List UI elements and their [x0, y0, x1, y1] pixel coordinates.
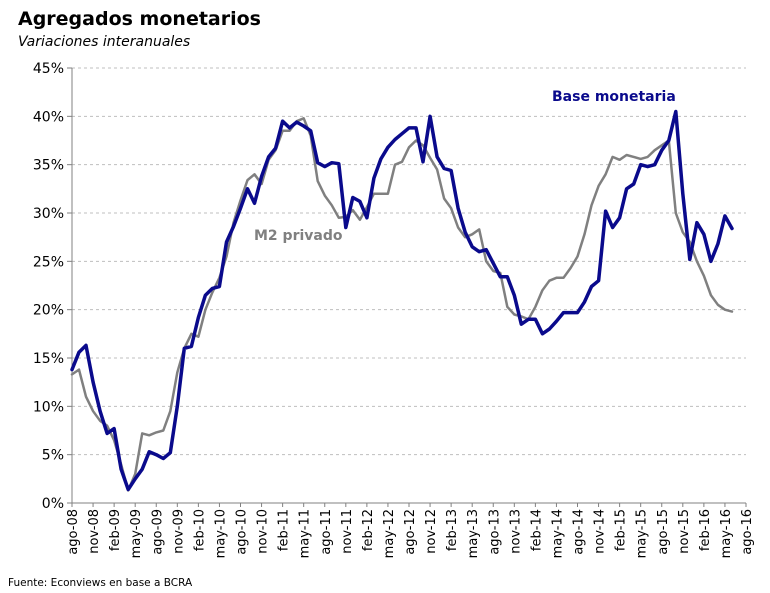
x-tick-label: nov-10 [256, 509, 271, 554]
x-tick-label: ago-14 [572, 509, 587, 555]
x-tick-label: may-11 [298, 509, 313, 558]
x-tick-label: may-12 [382, 509, 397, 558]
x-axis-ticks: ago-08 nov-08 feb-09 may-09 ago-09 nov-09 feb-… [66, 503, 755, 558]
x-tick-label: ago-08 [66, 509, 81, 555]
y-tick-label: 30% [33, 206, 64, 222]
source-note: Fuente: Econviews en base a BCRA [8, 577, 193, 589]
x-tick-label: nov-12 [424, 509, 439, 554]
x-tick-label: may-10 [213, 509, 228, 558]
x-tick-label: feb-14 [529, 509, 544, 551]
x-tick-label: nov-13 [508, 509, 523, 554]
label-base-monetaria: Base monetaria [552, 89, 676, 105]
x-tick-label: feb-12 [361, 509, 376, 551]
x-tick-label: nov-14 [593, 509, 608, 554]
x-tick-label: nov-11 [340, 509, 355, 554]
y-tick-label: 45% [33, 61, 64, 77]
label-m2-privado: M2 privado [254, 228, 343, 244]
y-tick-label: 15% [33, 351, 64, 367]
chart-subtitle: Variaciones interanuales [18, 34, 191, 50]
y-tick-label: 10% [33, 399, 64, 415]
x-tick-label: ago-12 [403, 509, 418, 555]
x-tick-label: ago-15 [656, 509, 671, 555]
x-tick-label: may-14 [550, 509, 565, 558]
x-tick-label: nov-08 [87, 509, 102, 554]
y-tick-label: 0% [42, 496, 64, 512]
y-tick-label: 5% [42, 448, 64, 464]
x-tick-label: ago-09 [150, 509, 165, 555]
y-tick-label: 35% [33, 158, 64, 174]
x-tick-label: may-16 [719, 509, 734, 558]
series-lines [70, 109, 734, 492]
x-tick-label: ago-11 [319, 509, 334, 555]
x-tick-label: feb-15 [614, 509, 629, 551]
series-labels: Base monetaria M2 privado [254, 89, 676, 244]
series-line-base-monetaria [70, 109, 734, 492]
series-line-m2-privado [70, 117, 734, 492]
x-tick-label: feb-10 [192, 509, 207, 551]
x-tick-label: feb-13 [445, 509, 460, 551]
grid-lines [72, 67, 746, 456]
chart-title: Agregados monetarios [18, 8, 261, 30]
x-tick-label: nov-09 [171, 509, 186, 554]
x-tick-label: feb-09 [108, 509, 123, 551]
x-tick-label: ago-10 [235, 509, 250, 555]
y-tick-label: 20% [33, 303, 64, 319]
x-tick-label: ago-16 [740, 509, 755, 555]
axes [71, 68, 746, 504]
x-tick-label: ago-13 [487, 509, 502, 555]
x-tick-label: may-09 [129, 509, 144, 558]
x-tick-label: feb-16 [698, 509, 713, 551]
y-tick-label: 40% [33, 109, 64, 125]
y-axis-ticks: 0% 5% 10% 15% 20% 25% 30% 35% 40% 45% [33, 61, 72, 512]
x-tick-label: feb-11 [277, 509, 292, 551]
x-tick-label: may-13 [466, 509, 481, 558]
x-tick-label: may-15 [635, 509, 650, 558]
x-tick-label: nov-15 [677, 509, 692, 554]
y-tick-label: 25% [33, 254, 64, 270]
